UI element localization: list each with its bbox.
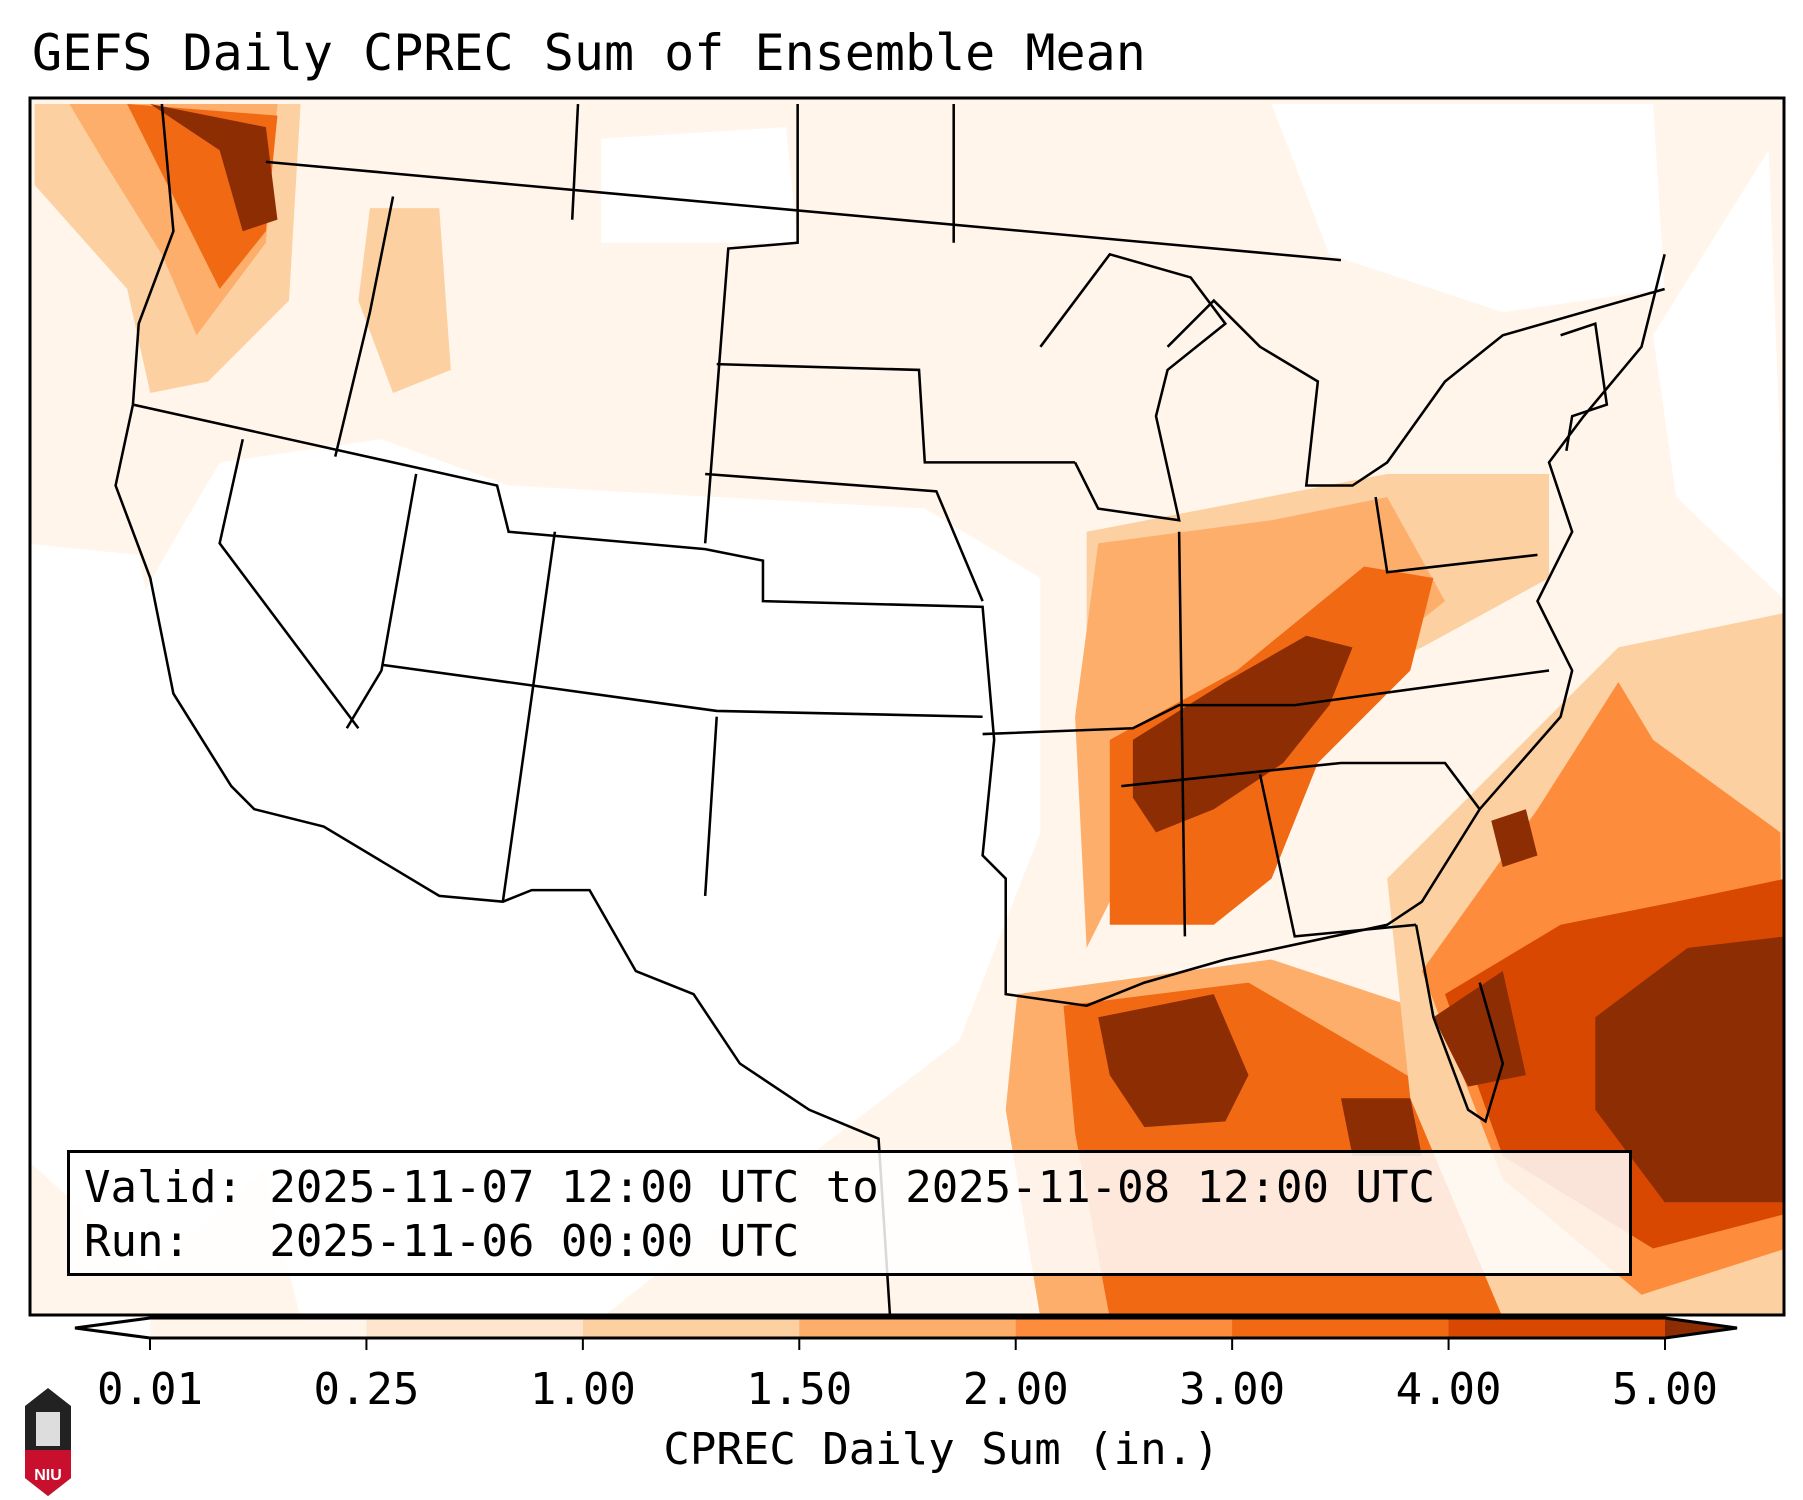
colorbar-tick-label: 0.25 (313, 1364, 420, 1415)
colorbar-segment (1448, 1318, 1666, 1338)
precip-area (150, 104, 278, 232)
precip-area (1340, 1098, 1422, 1156)
precip-area (1491, 809, 1538, 867)
map-frame (28, 96, 1786, 1317)
niu-logo: NIU (25, 1388, 71, 1496)
colorbar-extend-high (1665, 1318, 1737, 1338)
dry-area (138, 439, 1041, 1315)
colorbar-tick-label: 5.00 (1612, 1364, 1718, 1415)
colorbar-tick-label: 1.00 (529, 1364, 636, 1415)
dry-area (601, 127, 798, 243)
colorbar-tick-label: 4.00 (1395, 1364, 1502, 1415)
colorbar-tick-label: 1.50 (746, 1364, 853, 1415)
colorbar-segment (150, 1318, 367, 1338)
logo-text: NIU (34, 1467, 62, 1484)
run-line: Run: 2025-11-06 00:00 UTC (84, 1216, 800, 1267)
dry-area (30, 544, 278, 1272)
colorbar-label: CPREC Daily Sum (in.) (663, 1424, 1220, 1475)
colorbar-segment (799, 1318, 1017, 1338)
chart-title: GEFS Daily CPREC Sum of Ensemble Mean (32, 24, 1146, 82)
valid-line: Valid: 2025-11-07 12:00 UTC to 2025-11-0… (84, 1162, 1436, 1213)
colorbar (74, 1316, 1738, 1350)
colorbar-segment (582, 1318, 800, 1338)
precip-area (1595, 936, 1784, 1203)
colorbar-tick-label: 3.00 (1179, 1364, 1286, 1415)
dry-area (1653, 150, 1784, 600)
colorbar-extend-low (75, 1318, 150, 1338)
precip-area (1433, 971, 1526, 1087)
dry-area (1271, 104, 1665, 313)
colorbar-tick-label: 2.00 (962, 1364, 1069, 1415)
colorbar-tick-label: 0.01 (97, 1364, 203, 1415)
precip-area (1132, 635, 1353, 833)
state-borders (114, 103, 1666, 1315)
colorbar-segment (1015, 1318, 1233, 1338)
colorbar-segment (366, 1318, 584, 1338)
colorbar-segment (1232, 1318, 1450, 1338)
precip-area (1098, 994, 1249, 1128)
valid-time-box: Valid: 2025-11-07 12:00 UTC to 2025-11-0… (67, 1150, 1632, 1276)
